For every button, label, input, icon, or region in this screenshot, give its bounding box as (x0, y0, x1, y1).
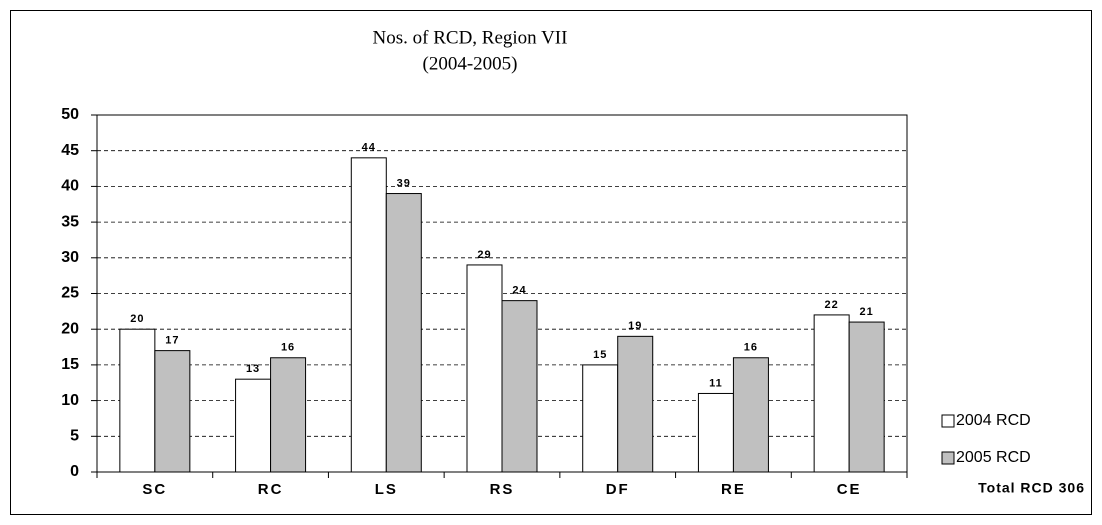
bar (697, 392, 734, 473)
y-tick-label: 10 (61, 392, 79, 409)
y-tick-label: 40 (61, 178, 79, 195)
x-tick-label: DF (606, 481, 630, 498)
value-label: 19 (628, 320, 642, 332)
value-label: 44 (362, 142, 376, 154)
y-tick-label: 20 (61, 320, 79, 337)
legend-swatch (941, 414, 955, 428)
x-tick-label: SC (142, 481, 167, 498)
x-tick-label: RS (490, 481, 515, 498)
y-tick-label: 15 (61, 356, 79, 373)
bar (501, 300, 538, 473)
y-tick-label: 25 (61, 285, 79, 302)
legend-label: 2004 RCD (956, 412, 1031, 429)
chart-subtitle: (2004-2005) (423, 53, 518, 74)
legend-label: 2005 RCD (956, 449, 1031, 466)
bar (732, 357, 769, 473)
y-tick-label: 30 (61, 249, 79, 266)
y-tick-label: 45 (61, 142, 79, 159)
y-tick-label: 5 (70, 428, 79, 445)
bar (848, 321, 885, 473)
value-label: 16 (744, 342, 758, 354)
bar (350, 157, 387, 473)
bar (235, 378, 272, 473)
bar (582, 364, 619, 473)
value-label: 13 (246, 363, 260, 375)
value-label: 39 (397, 177, 411, 189)
legend-swatch (941, 451, 955, 465)
annotation: Total RCD 306 (978, 480, 1085, 496)
x-tick-label: LS (375, 481, 398, 498)
value-label: 16 (281, 342, 295, 354)
x-tick-label: RC (258, 481, 284, 498)
value-label: 15 (593, 349, 607, 361)
value-label: 24 (512, 285, 526, 297)
bar (119, 328, 156, 473)
value-label: 20 (130, 313, 144, 325)
value-label: 17 (165, 335, 179, 347)
bar (385, 193, 422, 473)
bar (270, 357, 307, 473)
x-tick-label: RE (721, 481, 746, 498)
value-label: 29 (477, 249, 491, 261)
y-tick-label: 35 (61, 213, 79, 230)
value-label: 21 (860, 306, 874, 318)
bar (466, 264, 503, 473)
value-label: 22 (825, 299, 839, 311)
bar (617, 335, 654, 473)
x-tick-label: CE (837, 481, 862, 498)
value-label: 11 (709, 377, 723, 389)
bar (154, 350, 191, 473)
y-tick-label: 0 (70, 463, 79, 480)
y-tick-label: 50 (61, 106, 79, 123)
chart-title: Nos. of RCD, Region VII (373, 27, 568, 48)
bar (813, 314, 850, 473)
